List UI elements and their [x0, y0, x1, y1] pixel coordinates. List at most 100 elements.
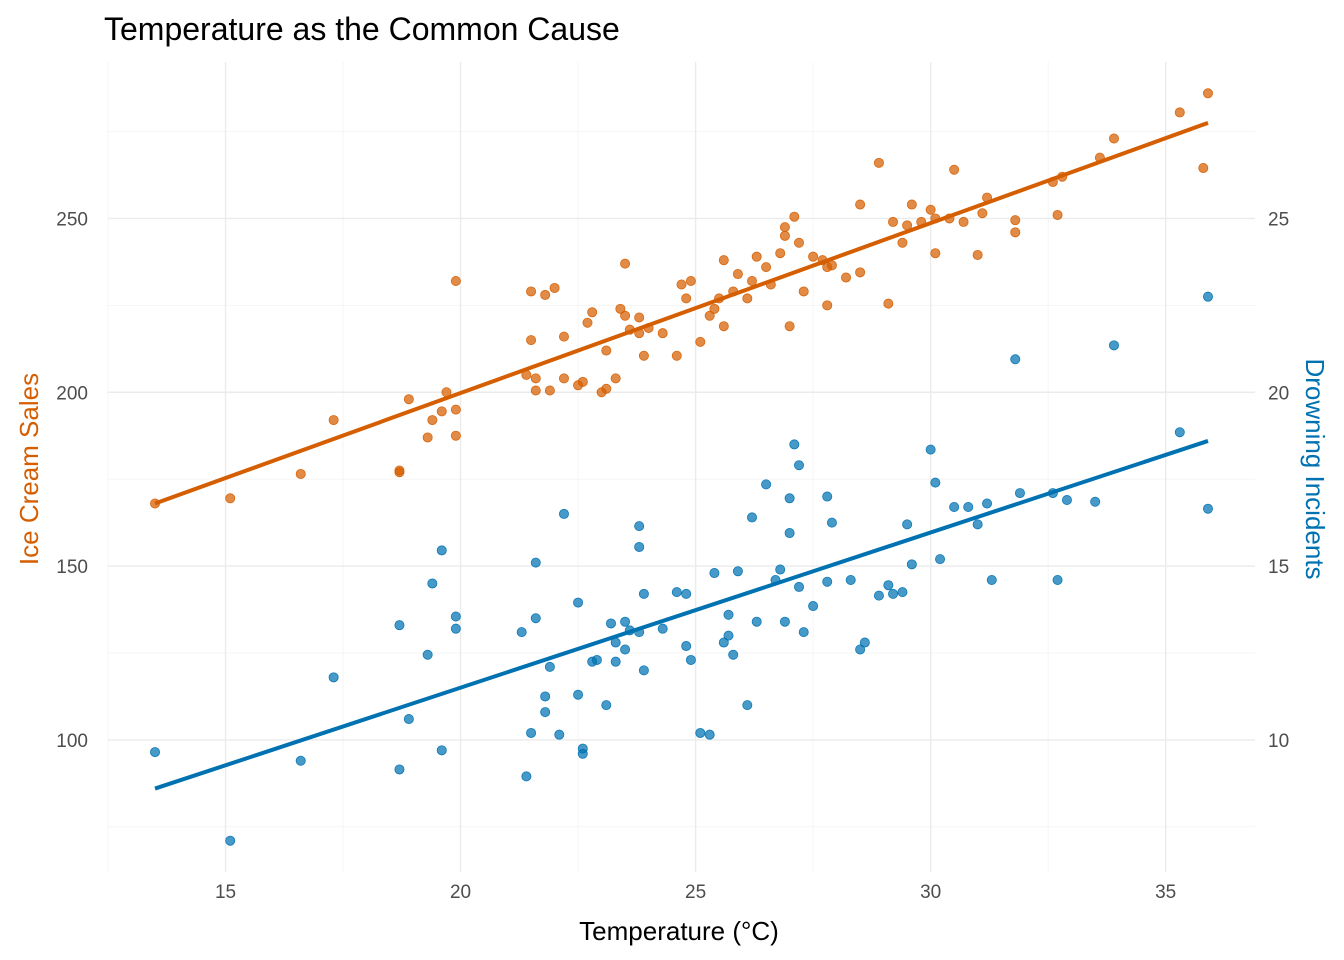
x-tick-label: 15 — [215, 882, 236, 903]
ice-cream-point — [695, 336, 706, 347]
ice-cream-point — [394, 467, 405, 478]
drowning-point — [685, 654, 696, 665]
drowning-point — [949, 501, 960, 512]
ice-cream-point — [540, 289, 551, 300]
drowning-point — [573, 689, 584, 700]
drowning-point — [620, 644, 631, 655]
drowning-point — [591, 654, 602, 665]
ice-cream-point — [530, 373, 541, 384]
tick-labels: 15 20 25 30 35 100 150 200 250 10 15 20 25 — [56, 209, 1289, 903]
drowning-point — [925, 444, 936, 455]
ice-cream-point — [784, 321, 795, 332]
ice-cream-point — [328, 415, 339, 426]
ice-cream-point — [826, 260, 837, 271]
drowning-point — [695, 727, 706, 738]
y-tick-label-right: 15 — [1268, 557, 1289, 578]
ice-cream-point — [450, 404, 461, 415]
drowning-point — [530, 557, 541, 568]
ice-cream-point — [1010, 227, 1021, 238]
drowning-point — [573, 597, 584, 608]
x-axis-label: Temperature (°C) — [579, 916, 779, 946]
drowning-point — [394, 620, 405, 631]
drowning-point — [436, 545, 447, 556]
drowning-point — [150, 747, 161, 758]
drowning-point — [888, 588, 899, 599]
drowning-point — [521, 771, 532, 782]
ice-cream-point — [657, 328, 668, 339]
y-tick-label-right: 20 — [1268, 383, 1289, 404]
data-points — [150, 88, 1213, 846]
ice-cream-point — [620, 310, 631, 321]
ice-cream-point — [949, 164, 960, 175]
ice-cream-point — [808, 251, 819, 262]
drowning-point — [826, 517, 837, 528]
drowning-point — [1174, 427, 1185, 438]
drowning-point — [718, 637, 729, 648]
drowning-point — [1061, 495, 1072, 506]
y-tick-label-left: 200 — [56, 383, 88, 404]
drowning-point — [822, 576, 833, 587]
drowning-point — [747, 512, 758, 523]
drowning-point — [728, 649, 739, 660]
drowning-point — [972, 519, 983, 530]
drowning-point — [657, 623, 668, 634]
ice-cream-point — [1010, 215, 1021, 226]
ice-cream-point — [925, 204, 936, 215]
drowning-point — [540, 707, 551, 718]
ice-cream-point — [577, 376, 588, 387]
ice-cream-point — [779, 222, 790, 233]
drowning-point — [1010, 354, 1021, 365]
ice-cream-point — [634, 312, 645, 323]
drowning-point — [930, 477, 941, 488]
drowning-point — [902, 519, 913, 530]
drowning-point — [897, 587, 908, 598]
drowning-point — [784, 493, 795, 504]
drowning-point — [328, 672, 339, 683]
drowning-point — [601, 700, 612, 711]
drowning-point — [859, 637, 870, 648]
drowning-point — [986, 574, 997, 585]
drowning-point — [883, 580, 894, 591]
x-tick-label: 35 — [1155, 882, 1176, 903]
ice-cream-point — [615, 303, 626, 314]
ice-cream-point — [822, 300, 833, 311]
drowning-point — [450, 623, 461, 634]
ice-cream-point — [1202, 88, 1213, 99]
y-tick-label-right: 25 — [1268, 209, 1289, 230]
drowning-point — [1202, 291, 1213, 302]
drowning-point — [422, 649, 433, 660]
drowning-point — [784, 528, 795, 539]
drowning-point — [558, 508, 569, 519]
ice-cream-point — [794, 237, 805, 248]
ice-cream-point — [972, 249, 983, 260]
ice-cream-point — [610, 373, 621, 384]
ice-cream-point — [225, 493, 236, 504]
ice-cream-point — [873, 157, 884, 168]
chart-title: Temperature as the Common Cause — [104, 11, 620, 47]
drowning-point — [634, 541, 645, 552]
drowning-point — [1052, 574, 1063, 585]
drowning-point — [794, 581, 805, 592]
drowning-point — [1202, 503, 1213, 514]
drowning-point — [704, 729, 715, 740]
drowning-point — [610, 656, 621, 667]
drowning-point — [751, 616, 762, 627]
ice-cream-point — [671, 350, 682, 361]
drowning-point — [526, 727, 537, 738]
ice-cream-point — [601, 383, 612, 394]
y-tick-label-left: 150 — [56, 557, 88, 578]
ice-cream-point — [558, 331, 569, 342]
ice-cream-point — [841, 272, 852, 283]
ice-cream-point — [582, 317, 593, 328]
x-tick-label: 25 — [685, 882, 706, 903]
drowning-point — [530, 613, 541, 624]
drowning-point — [403, 714, 414, 725]
ice-cream-point — [775, 248, 786, 259]
ice-cream-point — [779, 230, 790, 241]
ice-cream-point — [718, 255, 729, 266]
ice-cream-point — [526, 335, 537, 346]
ice-cream-point — [855, 199, 866, 210]
x-tick-label: 30 — [920, 882, 941, 903]
ice-cream-point — [450, 276, 461, 287]
